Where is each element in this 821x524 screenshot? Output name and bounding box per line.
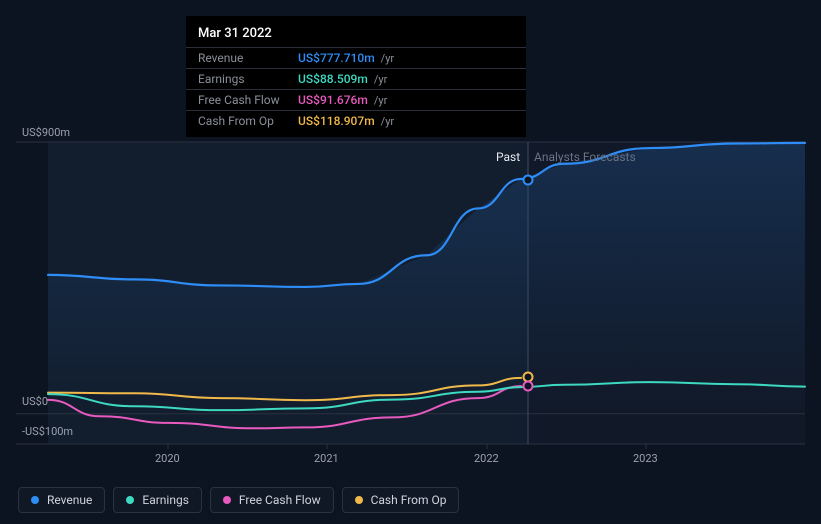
legend-dot-icon: [126, 496, 134, 504]
tooltip-unit: /yr: [374, 73, 387, 86]
x-tick-2023: 2023: [633, 452, 658, 465]
legend-dot-icon: [355, 496, 363, 504]
tooltip-row-cashop: Cash From Op US$118.907m /yr: [186, 110, 526, 131]
legend-dot-icon: [223, 496, 231, 504]
tooltip-value: US$88.509m: [298, 72, 368, 86]
legend-label: Free Cash Flow: [239, 493, 321, 507]
tooltip-label: Revenue: [198, 51, 298, 65]
tooltip-unit: /yr: [374, 94, 387, 107]
legend-item-earnings[interactable]: Earnings: [113, 487, 202, 513]
tooltip-label: Free Cash Flow: [198, 93, 298, 107]
tooltip-label: Earnings: [198, 72, 298, 86]
tooltip-value: US$777.710m: [298, 51, 375, 65]
chart-legend: Revenue Earnings Free Cash Flow Cash Fro…: [18, 487, 459, 513]
tooltip-value: US$118.907m: [298, 114, 375, 128]
past-label: Past: [496, 150, 520, 164]
tooltip-unit: /yr: [381, 115, 394, 128]
legend-label: Cash From Op: [371, 493, 447, 507]
tooltip-date: Mar 31 2022: [186, 22, 526, 47]
x-tick-2022: 2022: [474, 452, 499, 465]
x-tick-2020: 2020: [155, 452, 180, 465]
tooltip-unit: /yr: [381, 52, 394, 65]
tooltip-row-freecash: Free Cash Flow US$91.676m /yr: [186, 89, 526, 110]
y-tick-zero: US$0: [22, 395, 48, 408]
tooltip-value: US$91.676m: [298, 93, 368, 107]
y-tick-min: -US$100m: [22, 425, 73, 438]
forecast-label: Analysts Forecasts: [534, 150, 636, 164]
tooltip-row-earnings: Earnings US$88.509m /yr: [186, 68, 526, 89]
legend-item-revenue[interactable]: Revenue: [18, 487, 105, 513]
chart-tooltip: Mar 31 2022 Revenue US$777.710m /yr Earn…: [186, 16, 526, 137]
financial-trend-chart: US$900m US$0 -US$100m 2020 2021 2022 202…: [0, 0, 821, 524]
y-tick-max: US$900m: [22, 126, 70, 139]
legend-label: Earnings: [142, 493, 189, 507]
tooltip-label: Cash From Op: [198, 114, 298, 128]
legend-item-cashop[interactable]: Cash From Op: [342, 487, 460, 513]
tooltip-row-revenue: Revenue US$777.710m /yr: [186, 47, 526, 68]
legend-dot-icon: [31, 496, 39, 504]
legend-label: Revenue: [47, 493, 92, 507]
legend-item-freecash[interactable]: Free Cash Flow: [210, 487, 334, 513]
x-tick-2021: 2021: [314, 452, 339, 465]
